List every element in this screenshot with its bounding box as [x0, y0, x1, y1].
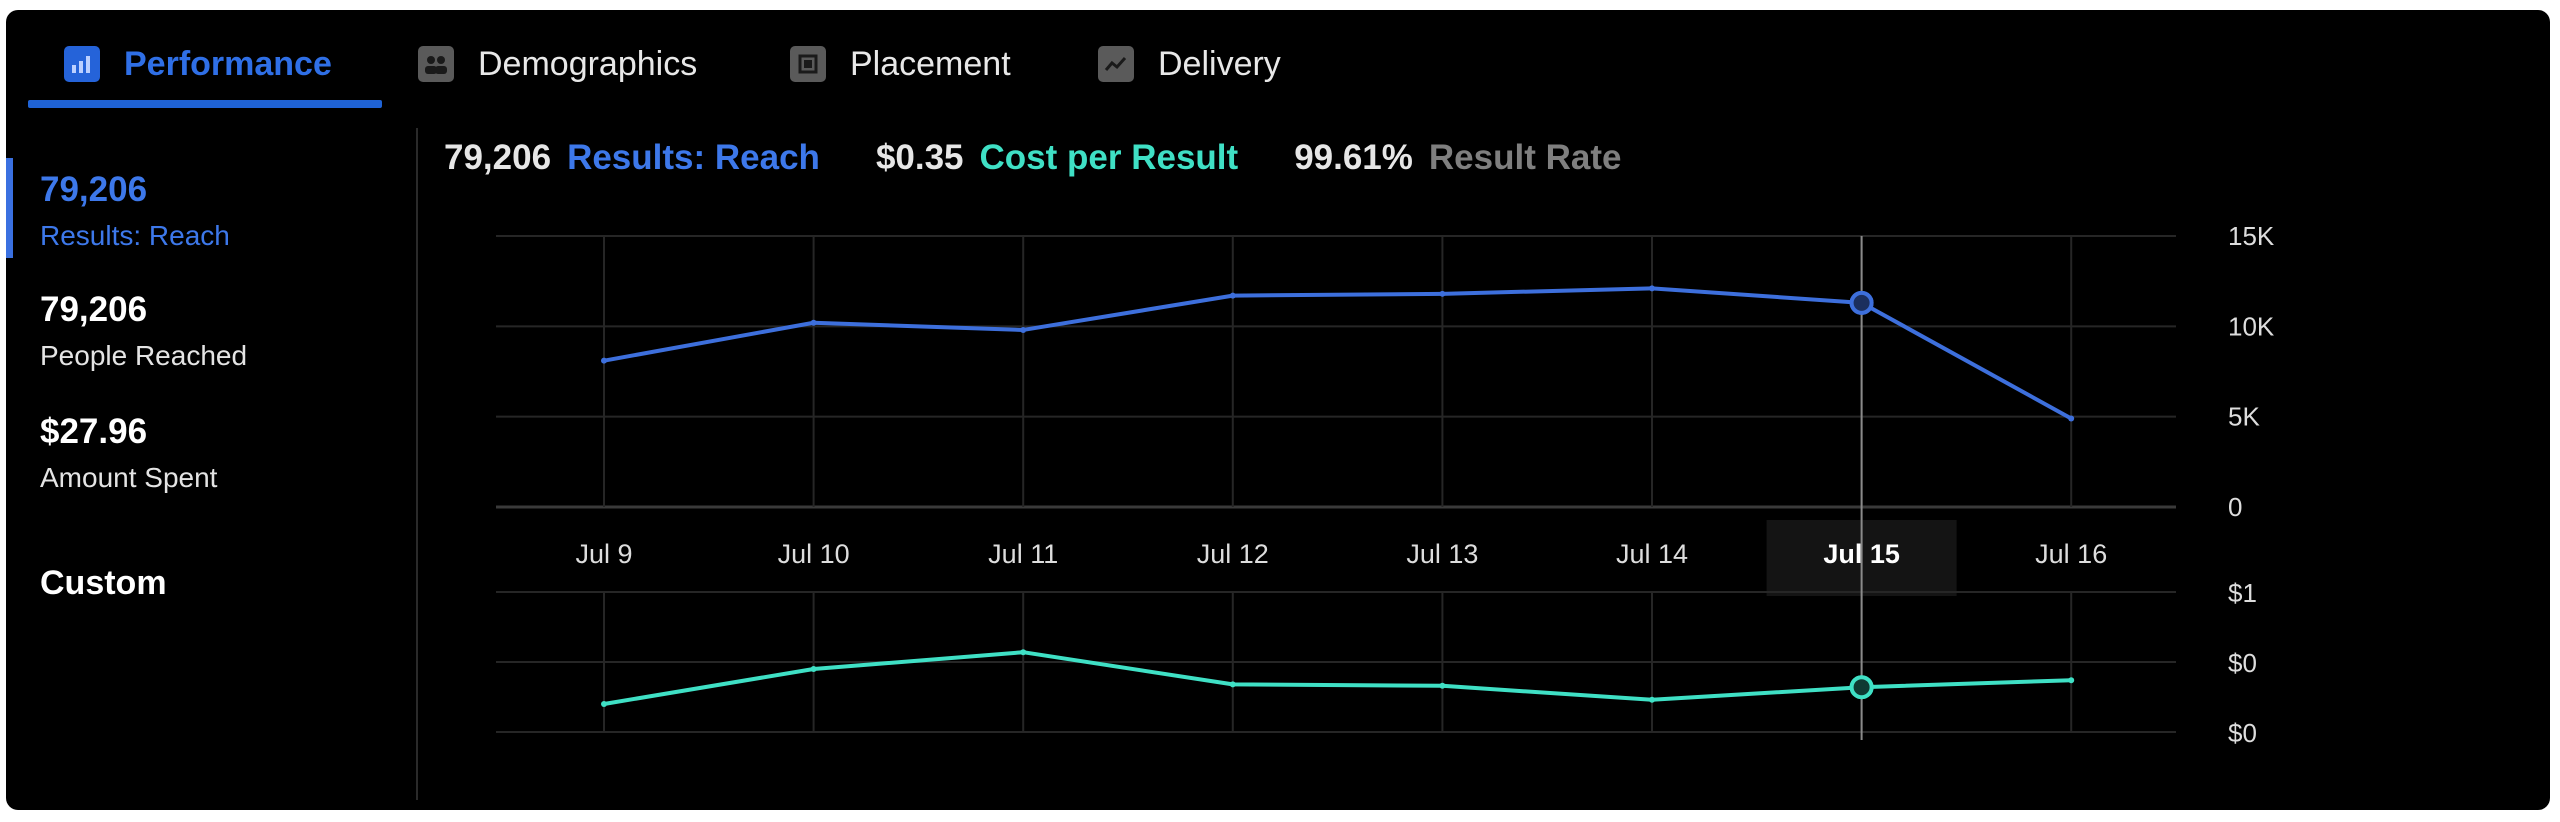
custom-metrics-link[interactable]: Custom: [40, 564, 167, 602]
summary-cost-label: Cost per Result: [979, 138, 1239, 177]
cost-series-line: [603, 650, 2072, 706]
cost-highlight-point[interactable]: [1849, 675, 1874, 700]
y-tick-label: 15K: [2228, 221, 2275, 251]
sidebar-divider: [416, 128, 418, 800]
x-tick-label: Jul 12: [1197, 539, 1269, 569]
active-tab-indicator: [28, 100, 382, 108]
tab-bar: Performance Demographics Placement Deliv…: [6, 10, 2550, 110]
reach-highlight-point[interactable]: [1849, 290, 1874, 315]
metric-people-reached[interactable]: 79,206 People Reached: [40, 290, 247, 372]
reach-data-point[interactable]: [2068, 415, 2075, 422]
reach-data-point[interactable]: [1020, 326, 1027, 333]
reach-series-line: [603, 286, 2073, 421]
tab-delivery-label: Delivery: [1158, 44, 1281, 83]
summary-cost-value: $0.35: [875, 138, 964, 177]
x-tick-label: Jul 11: [988, 539, 1058, 569]
y-tick-label: $1: [2228, 578, 2257, 608]
tab-performance[interactable]: Performance: [64, 40, 332, 88]
tab-demographics-label: Demographics: [478, 44, 698, 83]
cost-data-point[interactable]: [601, 701, 607, 707]
cost-data-point[interactable]: [2068, 677, 2075, 684]
reach-data-point[interactable]: [1439, 290, 1446, 297]
metric-value: $27.96: [40, 412, 148, 451]
cost-data-point[interactable]: [1229, 681, 1236, 688]
metric-value: 79,206: [40, 170, 148, 209]
x-tick-label: Jul 16: [2035, 539, 2107, 569]
reach-data-point[interactable]: [1229, 292, 1236, 299]
summary-reach-value: 79,206: [444, 138, 552, 177]
reach-data-point[interactable]: [601, 357, 607, 364]
placement-icon: [790, 46, 826, 82]
trend-icon: [1098, 46, 1134, 82]
cost-data-point[interactable]: [1020, 649, 1027, 656]
summary-reach-label: Results: Reach: [567, 138, 820, 177]
active-metric-indicator: [6, 158, 13, 258]
performance-chart[interactable]: 15K 10K 5K 0 Jul 9 Jul 10 Jul 11 Jul 12 Jul 13 Ju…: [6, 10, 2550, 810]
performance-panel: Performance Demographics Placement Deliv…: [6, 10, 2550, 810]
people-icon: [418, 46, 454, 82]
metric-amount-spent[interactable]: $27.96 Amount Spent: [40, 412, 217, 494]
x-tick-label: Jul 13: [1406, 539, 1478, 569]
cost-data-point[interactable]: [810, 666, 817, 672]
x-tick-label: Jul 14: [1616, 539, 1688, 569]
cost-data-point[interactable]: [1649, 696, 1655, 703]
metric-value: 79,206: [40, 290, 148, 329]
y-tick-label: $0: [2228, 718, 2257, 748]
metric-label: Results: Reach: [40, 220, 230, 251]
y-tick-label: 0: [2228, 492, 2242, 522]
x-tick-label: Jul 9: [575, 539, 632, 569]
bar-chart-icon: [64, 46, 100, 82]
y-tick-label: 5K: [2228, 402, 2260, 432]
tab-placement-label: Placement: [850, 44, 1011, 83]
chart-summary: 79,206 Results: Reach $0.35 Cost per Result…: [444, 138, 1621, 188]
tab-demographics[interactable]: Demographics: [418, 40, 697, 88]
metric-label: Amount Spent: [40, 462, 218, 493]
metric-results-reach[interactable]: 79,206 Results: Reach: [40, 170, 230, 252]
reach-data-point[interactable]: [1649, 285, 1655, 292]
x-tick-label: Jul 10: [778, 539, 850, 569]
y-tick-label: 10K: [2228, 311, 2275, 341]
summary-rate-value: 99.61%: [1294, 138, 1413, 177]
metrics-sidebar: 79,206 Results: Reach 79,206 People Reac…: [6, 150, 406, 790]
summary-rate-label: Result Rate: [1428, 138, 1622, 177]
tab-delivery[interactable]: Delivery: [1098, 40, 1281, 88]
reach-data-point[interactable]: [810, 319, 817, 326]
metric-label: People Reached: [40, 340, 248, 371]
cost-data-point[interactable]: [1439, 682, 1446, 689]
tab-placement[interactable]: Placement: [790, 40, 1011, 88]
y-tick-label: $0: [2228, 648, 2257, 678]
tab-performance-label: Performance: [124, 44, 332, 83]
